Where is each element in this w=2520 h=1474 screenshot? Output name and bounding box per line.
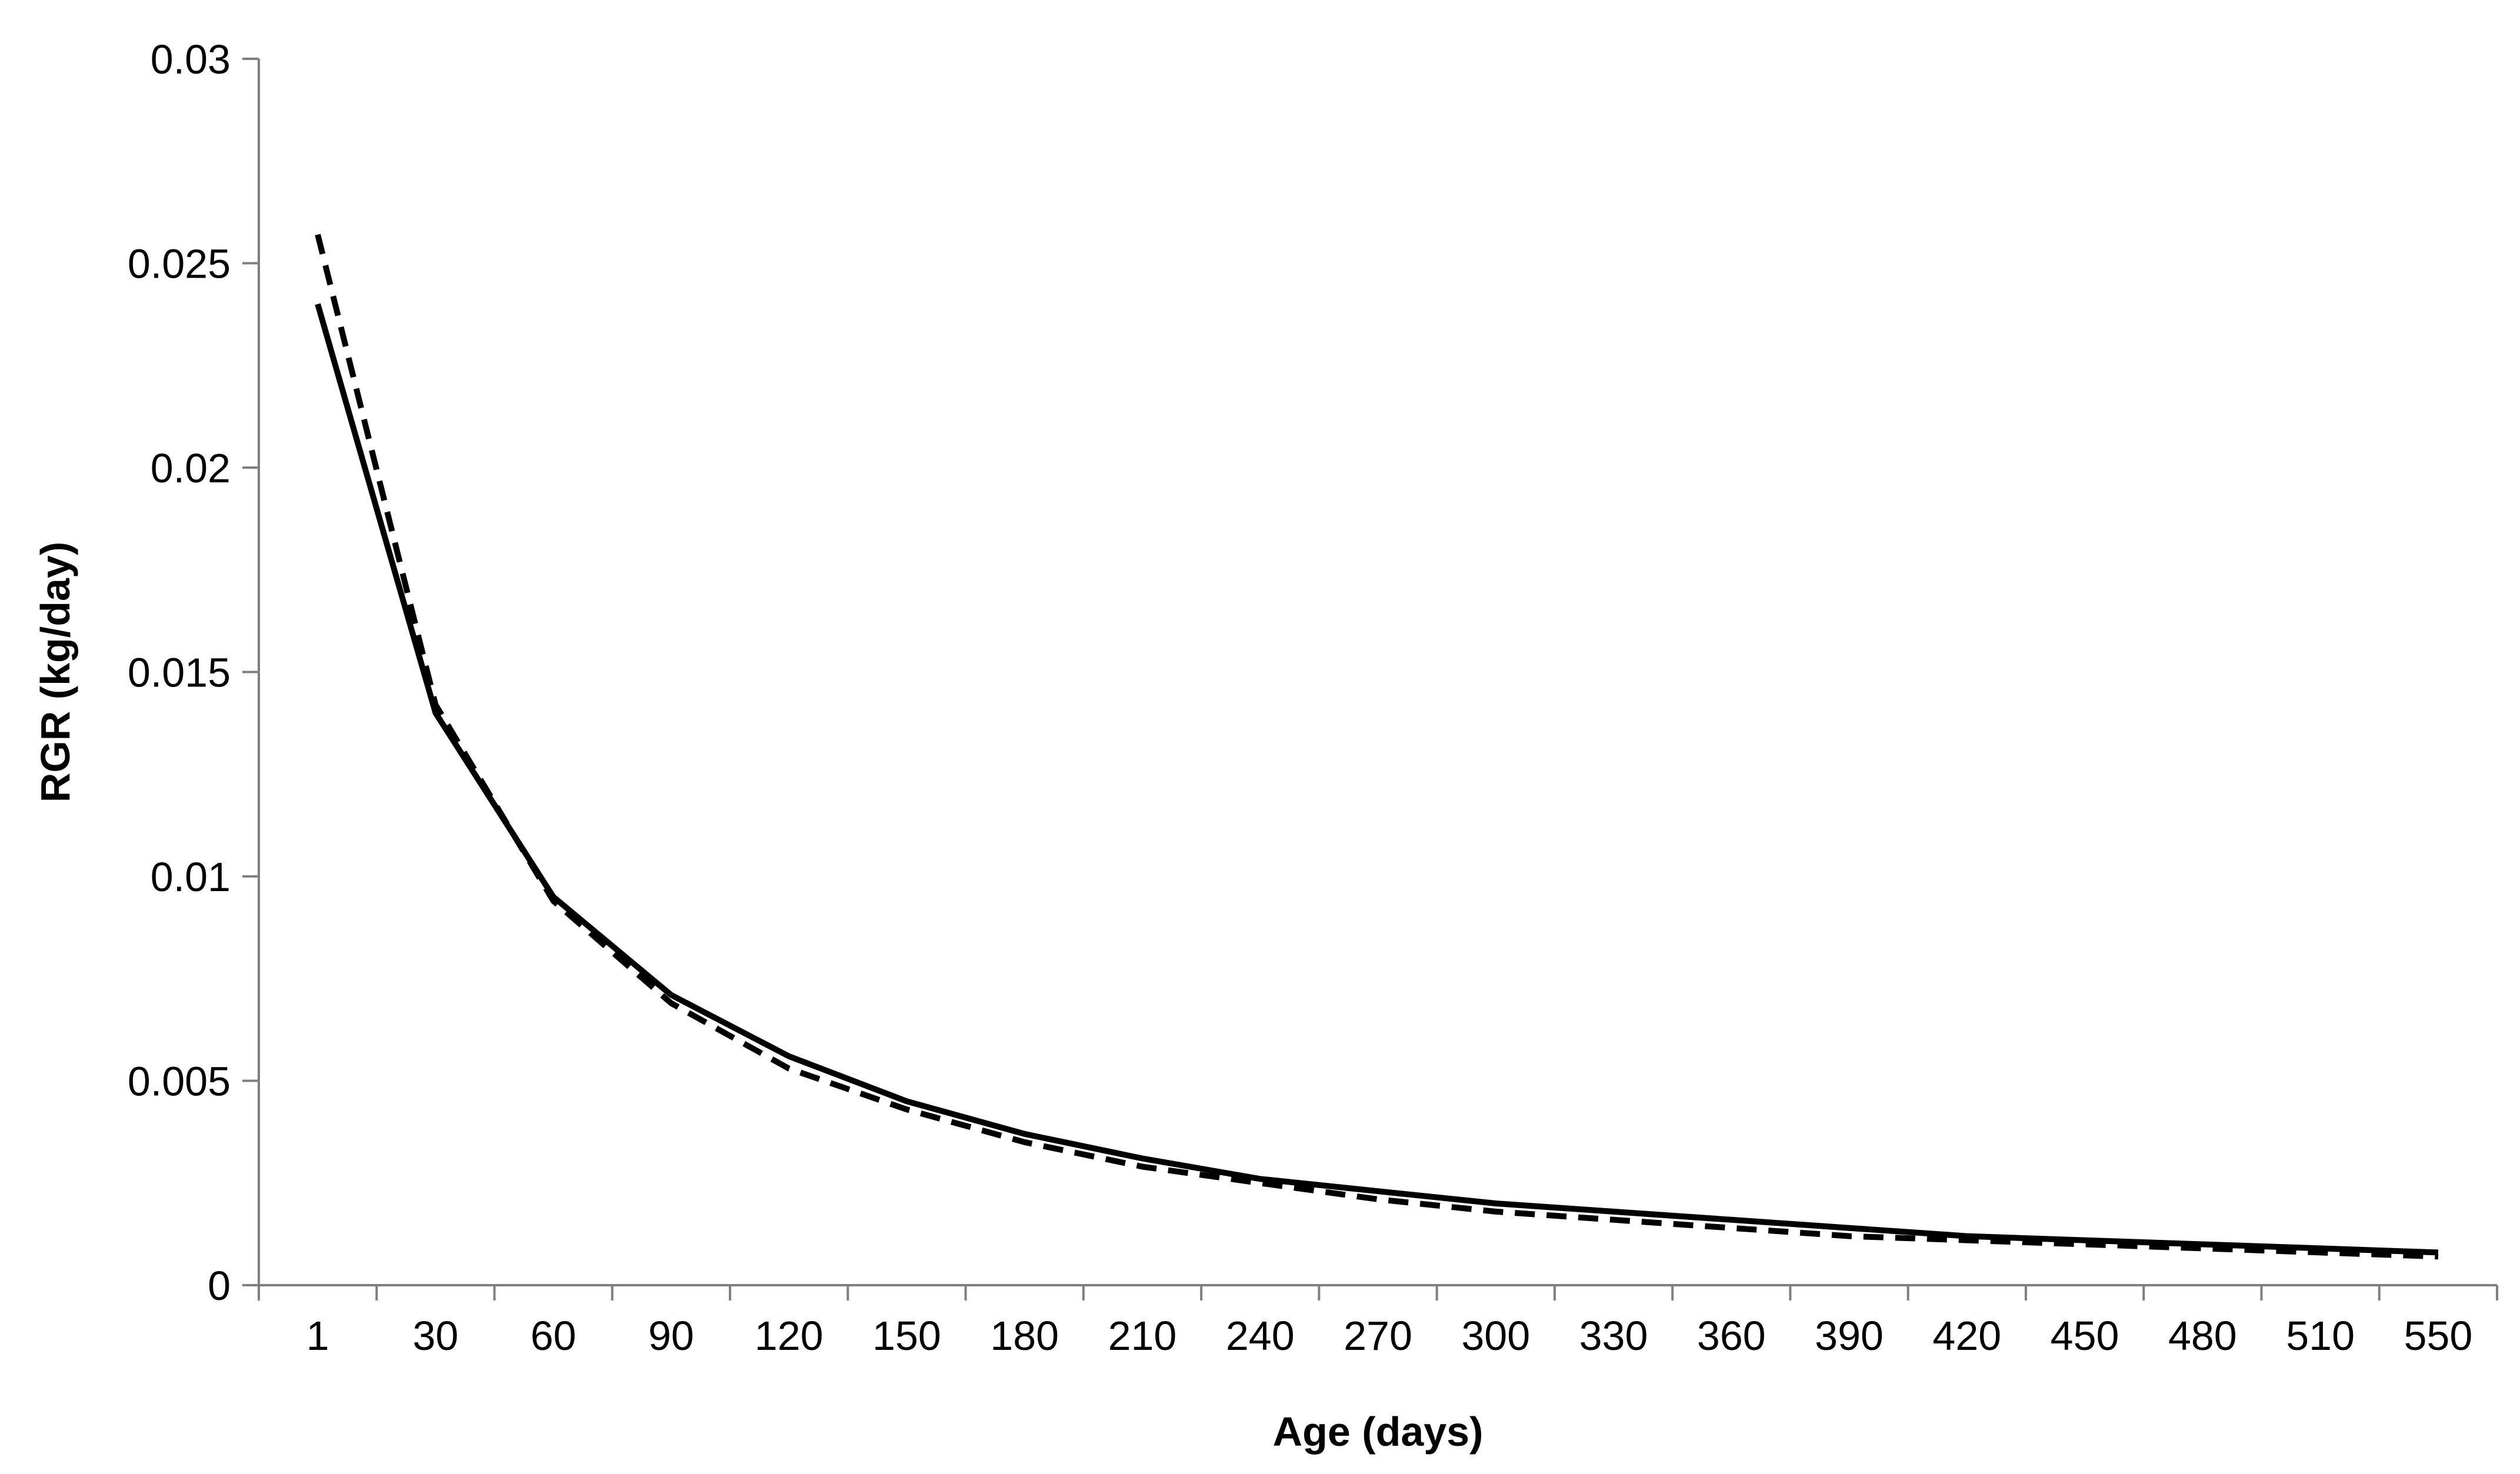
x-axis-ticks: 1 30 60 90 120 150 180 210 240 270 300 330 360 390 420… bbox=[258, 1285, 2498, 1359]
x-tick-label: 210 bbox=[1108, 1313, 1177, 1359]
x-axis-title: Age (days) bbox=[1273, 1409, 1484, 1455]
x-tick-label: 180 bbox=[990, 1313, 1059, 1359]
x-tick-label: 300 bbox=[1461, 1313, 1530, 1359]
y-tick-label: 0.015 bbox=[128, 650, 231, 696]
series-solid-line bbox=[315, 303, 2439, 1256]
x-tick-label: 450 bbox=[2051, 1313, 2119, 1359]
x-tick-label: 510 bbox=[2286, 1313, 2355, 1359]
x-tick-label: 60 bbox=[531, 1313, 576, 1359]
y-tick-label: 0.03 bbox=[151, 36, 231, 82]
series-dashed-line bbox=[315, 234, 2439, 1260]
x-tick-label: 120 bbox=[755, 1313, 824, 1359]
x-tick-label: 1 bbox=[306, 1313, 329, 1359]
x-tick-label: 330 bbox=[1579, 1313, 1648, 1359]
x-tick-label: 360 bbox=[1697, 1313, 1766, 1359]
x-tick-label: 240 bbox=[1226, 1313, 1295, 1359]
y-axis-title: RGR (kg/day) bbox=[32, 542, 78, 802]
y-tick-label: 0.005 bbox=[128, 1059, 231, 1105]
y-tick-label: 0.025 bbox=[128, 241, 231, 287]
x-tick-label: 150 bbox=[872, 1313, 941, 1359]
x-tick-label: 480 bbox=[2168, 1313, 2237, 1359]
series-lines bbox=[315, 234, 2439, 1260]
y-axis-ticks: 0 0.005 0.01 0.015 0.02 0.025 0.03 bbox=[128, 36, 259, 1309]
x-tick-label: 420 bbox=[1932, 1313, 2001, 1359]
y-tick-label: 0.01 bbox=[151, 854, 231, 900]
y-tick-label: 0 bbox=[208, 1263, 231, 1309]
y-tick-label: 0.02 bbox=[151, 445, 231, 491]
x-tick-label: 270 bbox=[1344, 1313, 1412, 1359]
x-tick-label: 30 bbox=[412, 1313, 458, 1359]
x-tick-label: 550 bbox=[2404, 1313, 2472, 1359]
x-tick-label: 390 bbox=[1815, 1313, 1884, 1359]
x-tick-label: 90 bbox=[648, 1313, 694, 1359]
